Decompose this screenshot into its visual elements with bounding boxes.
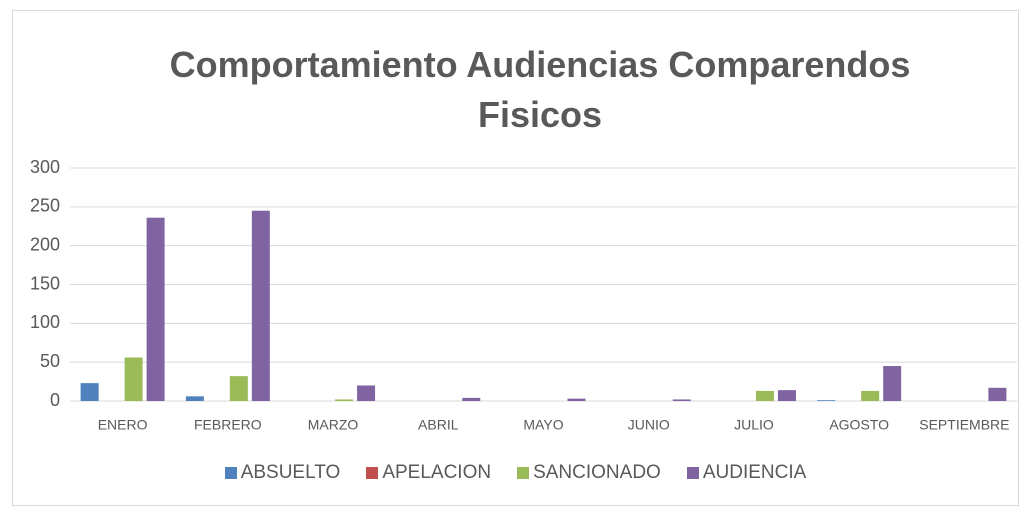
legend-item: SANCIONADO (517, 462, 661, 484)
legend-label: SANCIONADO (533, 462, 661, 483)
bar (817, 400, 836, 401)
legend-swatch (224, 467, 237, 479)
y-tick-label: 250 (30, 196, 60, 216)
y-tick-label: 150 (30, 273, 60, 293)
chart-title: Comportamiento Audiencias Comparendos Fi… (169, 44, 911, 135)
y-tick-label: 300 (30, 157, 60, 177)
bar (335, 399, 354, 401)
legend-swatch (517, 467, 530, 479)
bar (462, 397, 481, 401)
legend: ABSUELTO APELACION SANCIONADO AUDIENCIA (0, 462, 1031, 484)
bar (229, 376, 248, 401)
x-tick-label: SEPTIEMBRE (919, 417, 1009, 433)
bar (883, 366, 902, 401)
legend-label: AUDIENCIA (702, 462, 807, 483)
x-tick-label: ABRIL (418, 417, 459, 433)
bar (80, 383, 99, 401)
x-tick-label: AGOSTO (829, 417, 889, 433)
bar (777, 390, 796, 401)
chart-frame (12, 10, 1019, 506)
legend-item: ABSUELTO (224, 462, 341, 484)
legend-swatch (686, 467, 699, 479)
bar (861, 390, 880, 401)
legend-item: AUDIENCIA (686, 462, 807, 484)
x-tick-label: MARZO (308, 417, 359, 433)
x-tick-label: ENERO (98, 417, 148, 433)
legend-label: APELACION (382, 462, 492, 483)
bar (185, 396, 204, 401)
y-tick-label: 50 (40, 351, 60, 371)
x-tick-label: FEBRERO (194, 417, 262, 433)
bar (988, 387, 1007, 401)
y-tick-label: 200 (30, 234, 60, 254)
bar (567, 398, 586, 401)
x-tick-label: JUNIO (628, 417, 670, 433)
x-tick-label: MAYO (523, 417, 563, 433)
y-tick-label: 100 (30, 312, 60, 332)
x-tick-label: JULIO (734, 417, 774, 433)
bar (124, 357, 143, 401)
bar (672, 399, 691, 401)
legend-item: APELACION (366, 462, 491, 484)
bar (251, 210, 270, 401)
y-tick-label: 0 (50, 390, 60, 410)
legend-swatch (366, 467, 379, 479)
legend-label: ABSUELTO (240, 462, 341, 483)
bar (755, 390, 774, 401)
bar (357, 385, 376, 401)
bar (146, 217, 165, 401)
